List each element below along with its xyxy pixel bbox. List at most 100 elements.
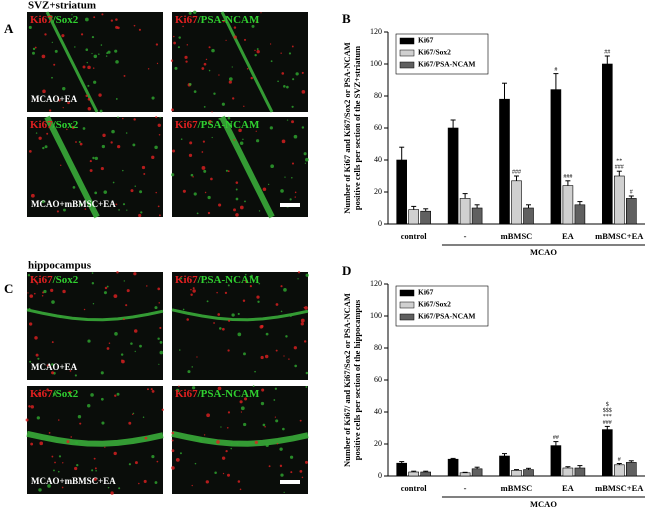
cell-dot [103,291,107,295]
x-tick-label: mBMSC [501,231,533,241]
cell-dot [158,302,160,304]
cell-dot [173,35,175,38]
cell-dot [202,140,205,143]
cell-dot [132,143,136,147]
cell-dot [41,295,44,297]
cell-dot [193,192,197,196]
significance-mark: ### [603,420,612,426]
cell-dot [91,282,95,285]
cell-dot [228,80,232,84]
cell-dot [46,364,49,367]
cell-dot [274,416,277,418]
cell-dot [303,152,307,156]
cell-dot [30,193,35,198]
cell-dot [151,389,155,393]
cell-dot [51,363,54,366]
bar [613,464,625,477]
cell-dot [275,303,279,306]
cell-dot [192,289,196,293]
cell-dot [188,83,192,86]
micrograph-texture [170,10,306,113]
cell-dot [303,340,307,343]
cell-dot [203,105,206,108]
cell-dot [147,68,150,70]
cell-dot [270,164,274,169]
bar [408,471,420,477]
cell-dot [260,355,264,360]
cell-dot [244,273,247,276]
legend-swatch [399,289,415,297]
cell-dot [192,176,194,178]
cell-dot [102,133,106,138]
cell-dot [42,146,45,150]
y-tick-label: 100 [370,59,382,68]
cell-dot [305,157,309,162]
cell-dot [138,213,142,218]
cell-dot [50,288,54,293]
cell-dot [243,105,245,108]
stain-label: Ki67/Sox2 [30,119,79,131]
cell-dot [43,289,47,294]
stain-marker: Ki67 [30,388,53,400]
cell-dot [280,473,284,477]
error-bar [616,463,622,465]
error-bar [526,204,531,208]
cell-dot [115,203,118,206]
cell-dot [66,440,70,444]
cell-dot [190,293,193,296]
cell-dot [116,271,119,274]
cell-dot [291,120,294,124]
cell-dot [239,488,242,491]
cell-dot [53,469,55,472]
significance-mark: ### [512,169,521,175]
cell-dot [221,327,225,331]
cell-dot [53,63,56,66]
tissue-band [219,115,275,219]
cell-dot [300,322,304,326]
cell-dot [236,443,238,445]
cell-dot [71,125,75,129]
cell-dot [194,462,197,465]
cell-dot [122,117,124,120]
cell-dot [113,451,117,456]
cell-dot [243,352,246,356]
cell-dot [58,419,60,421]
cell-dot [60,164,62,166]
micrograph-texture [29,115,161,219]
cell-dot [216,291,218,294]
cell-dot [304,460,308,464]
cell-dot [229,122,232,125]
cell-dot [201,166,206,170]
cell-dot [62,86,66,91]
y-tick-label: 40 [374,407,382,416]
y-tick-label: 20 [374,439,382,448]
cell-dot [184,55,188,59]
cell-dot [41,199,45,204]
cell-dot [294,196,296,198]
bar [471,207,483,225]
cell-dot [283,85,286,88]
cell-dot [59,316,62,319]
cell-dot [85,48,89,52]
cell-dot [51,455,54,458]
cell-dot [95,469,97,472]
cell-dot [188,11,192,15]
cell-dot [151,155,155,160]
cell-dot [275,419,279,423]
condition-label: MCAO+EA [31,94,78,104]
cell-dot [208,46,211,49]
cell-dot [171,449,175,453]
error-bar [399,146,405,160]
cell-dot [246,67,249,70]
panel-letter: B [342,11,351,26]
cell-dot [29,360,32,363]
cell-dot [300,318,305,323]
cell-dot [242,138,244,141]
cell-dot [239,205,244,210]
tissue-band [26,430,164,447]
micrograph-texture [25,388,164,495]
cell-dot [279,464,283,468]
cell-dot [290,471,293,474]
cell-dot [155,116,158,119]
cell-dot [179,277,183,280]
